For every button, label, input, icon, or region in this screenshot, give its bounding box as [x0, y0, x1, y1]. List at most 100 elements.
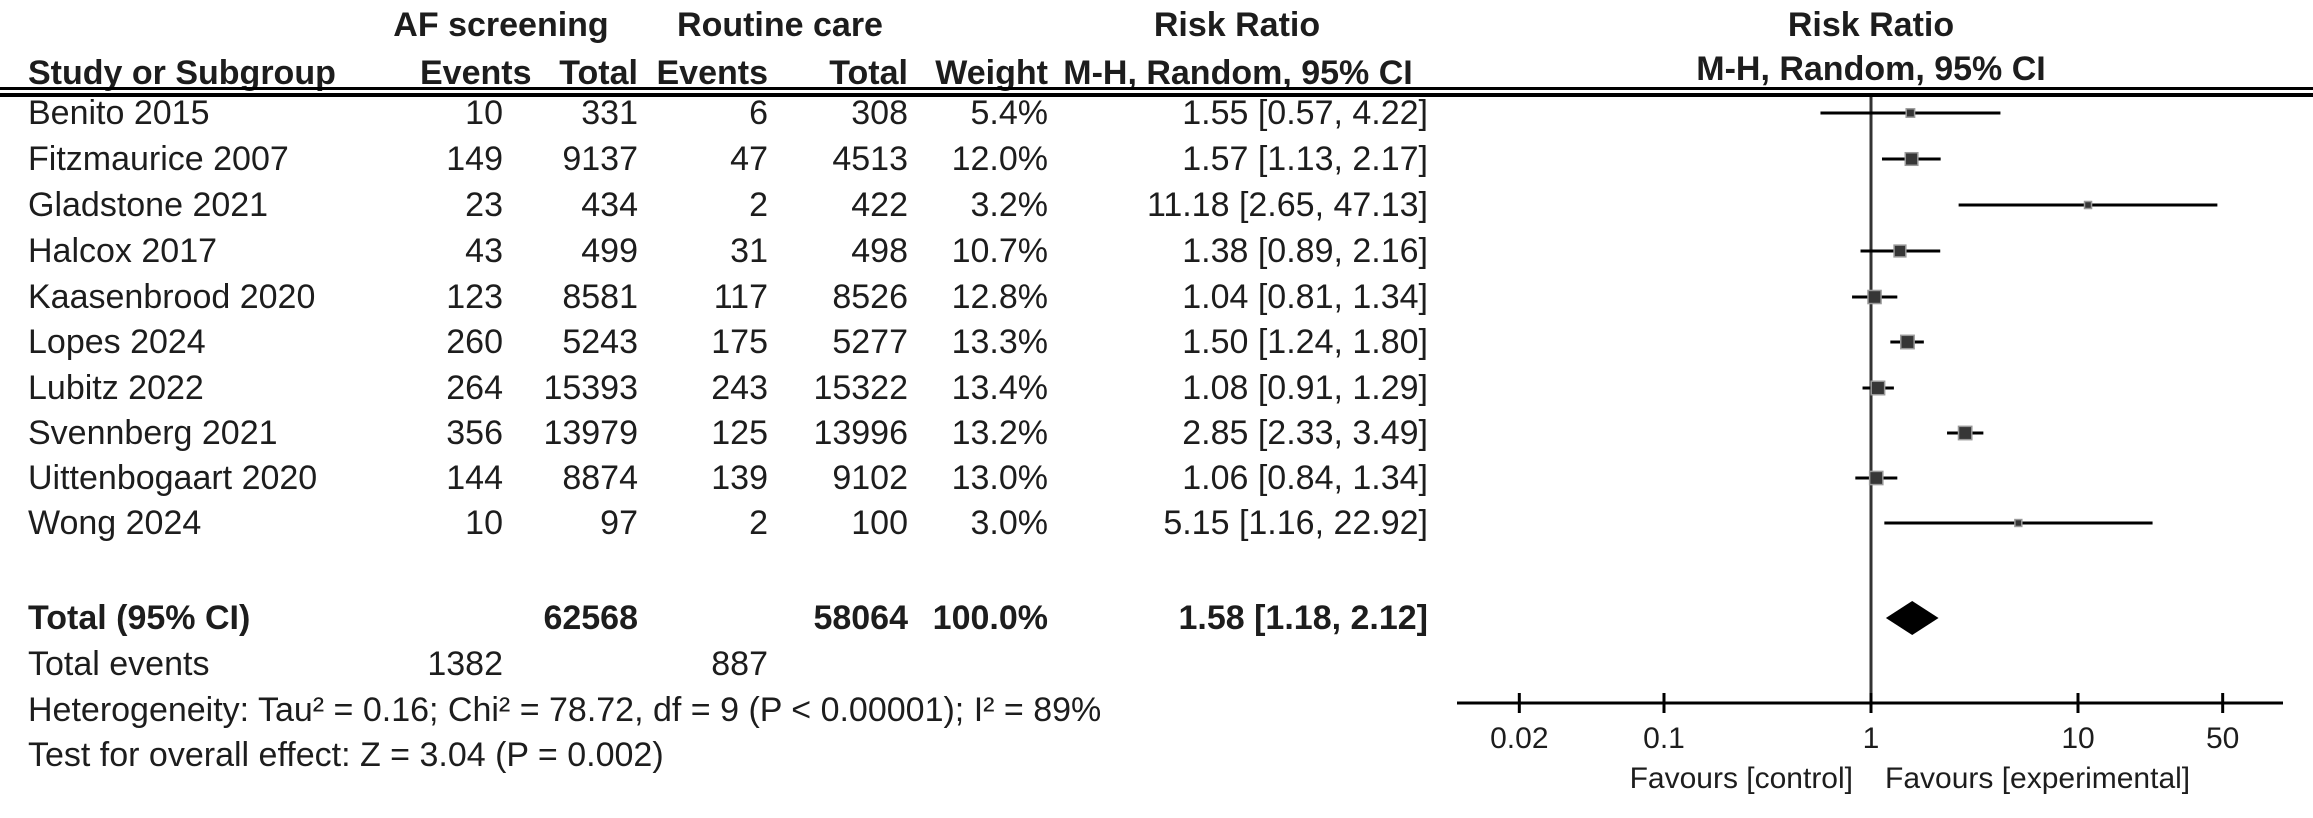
total-ci-text: 1.58 [1.18, 2.12] — [1178, 599, 1428, 637]
group1-events-value: 123 — [446, 278, 503, 316]
risk-ratio-ci-text: 11.18 [2.65, 47.13] — [1146, 186, 1428, 224]
weight-value: 5.4% — [970, 94, 1049, 132]
group1-header: AF screening — [393, 6, 609, 44]
study-name: Wong 2024 — [28, 504, 202, 542]
effect-square — [2083, 200, 2093, 210]
total-events-row: Total events 1382 887 — [28, 641, 1428, 687]
group2-events-value: 243 — [711, 369, 768, 407]
total-events-spacer-3 — [908, 641, 1048, 687]
effect-square — [1905, 108, 1916, 118]
group2-events-value: 175 — [711, 323, 768, 361]
total-spacer-1 — [420, 595, 503, 641]
group2-events-value: 31 — [730, 232, 768, 270]
study-row: Halcox 2017 43 499 31 498 10.7% 1.38 [0.… — [28, 228, 1428, 274]
group1-events-value: 149 — [446, 140, 503, 178]
weight-value: 3.0% — [970, 504, 1049, 542]
group1-total-value: 434 — [581, 186, 638, 224]
group2-total-header: Total — [829, 54, 908, 92]
method-plot-header: M-H, Random, 95% CI — [1696, 50, 2046, 88]
weight-value: 12.0% — [951, 140, 1048, 178]
total-row: Total (95% CI) 62568 58064 100.0% 1.58 [… — [28, 595, 1428, 641]
group1-total-value: 15393 — [543, 369, 638, 407]
heterogeneity-text: Heterogeneity: Tau² = 0.16; Chi² = 78.72… — [28, 691, 1102, 729]
risk-ratio-ci-text: 1.55 [0.57, 4.22] — [1182, 94, 1428, 132]
total-spacer-2 — [638, 595, 768, 641]
study-name: Lubitz 2022 — [28, 369, 204, 407]
weight-value: 13.4% — [951, 369, 1048, 407]
total-events-group1: 1382 — [427, 645, 503, 683]
group1-events-value: 23 — [465, 186, 503, 224]
total-events-label: Total events — [28, 645, 210, 683]
study-row: Lubitz 2022 264 15393 243 15322 13.4% 1.… — [28, 365, 1428, 411]
group2-header: Routine care — [677, 6, 883, 44]
group1-events-value: 10 — [465, 94, 503, 132]
group1-events-value: 144 — [446, 459, 503, 497]
risk-ratio-ci-text: 1.38 [0.89, 2.16] — [1182, 232, 1428, 270]
favours-right-label: Favours [experimental] — [1885, 762, 2190, 795]
group1-events-value: 356 — [446, 414, 503, 452]
study-name: Benito 2015 — [28, 94, 210, 132]
column-header-row: Study or Subgroup Events Total Events To… — [28, 50, 1428, 96]
group2-events-value: 2 — [749, 504, 768, 542]
group2-total-value: 422 — [851, 186, 908, 224]
total-weight: 100.0% — [932, 599, 1048, 637]
group1-total-value: 97 — [600, 504, 638, 542]
study-name: Uittenbogaart 2020 — [28, 459, 318, 497]
group2-total-value: 8526 — [832, 278, 908, 316]
group2-total-value: 4513 — [832, 140, 908, 178]
risk-ratio-plot-header: Risk Ratio — [1787, 6, 1955, 44]
effect-square — [2014, 518, 2023, 528]
group1-events-value: 43 — [465, 232, 503, 270]
group2-total-value: 9102 — [832, 459, 908, 497]
x-axis-tick-label: 10 — [2061, 722, 2094, 755]
effect-square — [1957, 425, 1973, 441]
group1-total-header: Total — [559, 54, 638, 92]
x-axis-tick-label: 0.1 — [1643, 722, 1685, 755]
group1-events-value: 10 — [465, 504, 503, 542]
overall-effect-text: Test for overall effect: Z = 3.04 (P = 0… — [28, 736, 664, 774]
weight-value: 10.7% — [951, 232, 1048, 270]
weight-value: 13.0% — [951, 459, 1048, 497]
header-rule-top — [0, 87, 2313, 90]
study-row: Lopes 2024 260 5243 175 5277 13.3% 1.50 … — [28, 319, 1428, 365]
group2-events-header: Events — [656, 54, 769, 92]
study-row: Svennberg 2021 356 13979 125 13996 13.2%… — [28, 410, 1428, 456]
study-row: Fitzmaurice 2007 149 9137 47 4513 12.0% … — [28, 136, 1428, 182]
group2-events-value: 139 — [711, 459, 768, 497]
study-row: Uittenbogaart 2020 144 8874 139 9102 13.… — [28, 455, 1428, 501]
group1-total-value: 5243 — [562, 323, 638, 361]
group1-total-value: 331 — [581, 94, 638, 132]
x-axis-tick-label: 50 — [2206, 722, 2239, 755]
group2-events-value: 47 — [730, 140, 768, 178]
group2-total-value: 498 — [851, 232, 908, 270]
study-name: Kaasenbrood 2020 — [28, 278, 316, 316]
effect-square — [1868, 470, 1884, 486]
group2-events-value: 2 — [749, 186, 768, 224]
effect-square — [1893, 244, 1907, 258]
risk-ratio-column-header: Risk Ratio — [1153, 6, 1321, 44]
study-name: Svennberg 2021 — [28, 414, 278, 452]
risk-ratio-ci-text: 1.50 [1.24, 1.80] — [1182, 323, 1428, 361]
risk-ratio-ci-text: 2.85 [2.33, 3.49] — [1182, 414, 1428, 452]
risk-ratio-ci-text: 1.04 [0.81, 1.34] — [1182, 278, 1428, 316]
total-events-spacer-1 — [503, 641, 638, 687]
total-group1-total: 62568 — [543, 599, 638, 637]
effect-square — [1900, 334, 1915, 350]
total-events-group2: 887 — [711, 645, 768, 683]
study-name: Halcox 2017 — [28, 232, 218, 270]
effect-square — [1904, 151, 1919, 167]
group1-events-value: 260 — [446, 323, 503, 361]
group1-total-value: 9137 — [562, 140, 638, 178]
effect-square — [1867, 289, 1882, 305]
favours-left-label: Favours [control] — [1630, 762, 1853, 795]
risk-ratio-ci-text: 1.08 [0.91, 1.29] — [1182, 369, 1428, 407]
weight-value: 13.2% — [951, 414, 1048, 452]
total-group2-total: 58064 — [813, 599, 908, 637]
study-row: Gladstone 2021 23 434 2 422 3.2% 11.18 [… — [28, 182, 1428, 228]
total-events-spacer-2 — [768, 641, 908, 687]
group2-total-value: 5277 — [832, 323, 908, 361]
effect-square — [1870, 380, 1886, 396]
group2-events-value: 6 — [749, 94, 768, 132]
weight-value: 13.3% — [951, 323, 1048, 361]
